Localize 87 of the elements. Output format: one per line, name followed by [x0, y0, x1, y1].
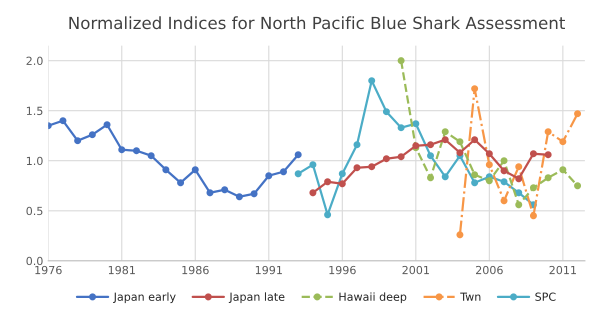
point: [294, 170, 302, 178]
legend-label: Japan late: [228, 292, 284, 304]
point: [442, 128, 449, 136]
point: [132, 147, 140, 154]
point: [118, 146, 126, 154]
y-tick-label: 1.0: [26, 156, 43, 166]
point: [206, 189, 214, 196]
point: [574, 110, 582, 118]
x-tick-label: 1981: [108, 266, 135, 274]
point: [236, 193, 243, 200]
point: [74, 137, 82, 144]
legend-label: Japan early: [113, 292, 176, 304]
y-tick-label: 2.0: [26, 56, 43, 66]
chart-title: Normalized Indices for North Pacific Blue Shark Assessment: [69, 16, 565, 30]
point: [398, 124, 405, 132]
x-tick-label: 1976: [35, 266, 62, 274]
point: [427, 152, 434, 160]
x-tick-label: 1996: [329, 266, 356, 274]
point: [544, 128, 552, 136]
point: [574, 182, 582, 190]
point: [221, 186, 228, 194]
point: [148, 152, 155, 160]
x-tick-label: 2001: [402, 266, 429, 274]
point: [500, 167, 508, 174]
point: [442, 173, 449, 180]
point: [471, 179, 478, 186]
y-tick-label: 0.5: [26, 206, 42, 216]
point: [544, 151, 552, 158]
point: [309, 161, 316, 168]
point: [471, 171, 478, 178]
point: [471, 85, 478, 92]
point: [456, 231, 464, 238]
point: [324, 211, 332, 218]
y-tick-label: 0.0: [26, 256, 43, 266]
x-tick-label: 1986: [182, 266, 209, 274]
point: [177, 179, 184, 186]
point: [192, 166, 199, 174]
x-tick-label: 2006: [476, 266, 503, 274]
point: [500, 157, 508, 164]
point: [486, 150, 493, 158]
point: [530, 212, 537, 220]
point: [59, 117, 66, 124]
point: [442, 136, 449, 144]
point: [398, 153, 405, 160]
point: [280, 168, 287, 176]
point: [544, 174, 552, 182]
point: [530, 184, 537, 192]
point: [382, 108, 390, 116]
point: [368, 77, 376, 84]
point: [427, 141, 434, 148]
x-tick-label: 1991: [256, 266, 282, 274]
point: [324, 178, 332, 186]
point: [559, 138, 566, 146]
point: [338, 180, 346, 188]
point: [338, 170, 346, 178]
point: [354, 164, 360, 172]
point: [294, 151, 302, 158]
point: [500, 178, 508, 186]
point: [382, 155, 390, 162]
point: [427, 174, 434, 182]
point: [515, 163, 522, 170]
point: [515, 201, 522, 208]
point: [104, 121, 111, 128]
point: [265, 172, 272, 180]
point: [515, 189, 522, 196]
point: [471, 136, 478, 144]
point: [309, 189, 316, 196]
point: [486, 161, 493, 168]
point: [354, 141, 360, 148]
point: [368, 163, 376, 170]
point: [456, 149, 464, 156]
point: [88, 131, 96, 138]
point: [559, 166, 566, 174]
point: [398, 57, 405, 64]
point: [530, 150, 537, 158]
point: [162, 166, 170, 174]
point: [250, 190, 258, 198]
x-tick-label: 2011: [550, 266, 576, 274]
point: [515, 175, 522, 182]
y-tick-label: 1.5: [26, 106, 42, 116]
point: [500, 197, 508, 204]
point: [456, 138, 464, 146]
legend-label: Twn: [460, 292, 480, 301]
point: [412, 120, 420, 128]
legend-label: Hawaii deep: [339, 292, 406, 304]
point: [486, 177, 493, 184]
legend-label: SPC: [535, 292, 556, 301]
